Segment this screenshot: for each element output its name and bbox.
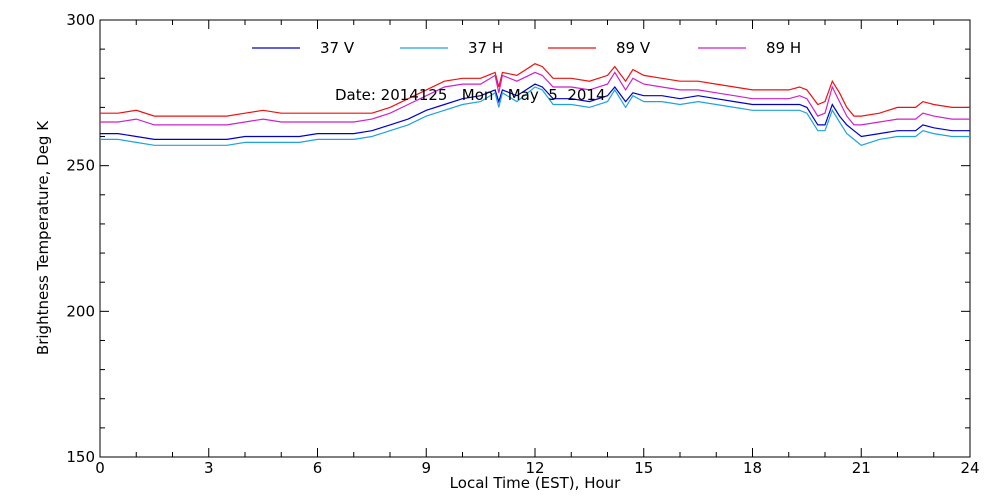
legend-label: 37 H bbox=[468, 39, 503, 57]
x-tick-label: 12 bbox=[525, 459, 544, 477]
y-tick-label: 200 bbox=[66, 302, 95, 320]
y-axis-title: Brightness Temperature, Deg K bbox=[34, 120, 52, 355]
x-tick-label: 0 bbox=[95, 459, 105, 477]
series-line-89-h bbox=[100, 71, 970, 126]
y-tick-label: 250 bbox=[66, 157, 95, 175]
x-tick-label: 3 bbox=[204, 459, 214, 477]
series-line-37-v bbox=[100, 83, 970, 140]
series-line-89-v bbox=[100, 63, 970, 117]
x-tick-label: 24 bbox=[960, 459, 979, 477]
x-axis-title: Local Time (EST), Hour bbox=[450, 474, 621, 492]
y-tick-label: 300 bbox=[66, 11, 95, 29]
x-tick-label: 15 bbox=[634, 459, 653, 477]
legend-label: 37 V bbox=[320, 39, 355, 57]
chart-annotation: Date: 2014125 Mon May 5 2014 bbox=[335, 86, 606, 104]
x-tick-label: 9 bbox=[421, 459, 431, 477]
legend-label: 89 H bbox=[766, 39, 801, 57]
x-tick-label: 18 bbox=[743, 459, 762, 477]
y-tick-label: 150 bbox=[66, 448, 95, 466]
x-tick-label: 6 bbox=[313, 459, 323, 477]
x-tick-label: 21 bbox=[852, 459, 871, 477]
series-line-37-h bbox=[100, 86, 970, 146]
legend-label: 89 V bbox=[616, 39, 651, 57]
